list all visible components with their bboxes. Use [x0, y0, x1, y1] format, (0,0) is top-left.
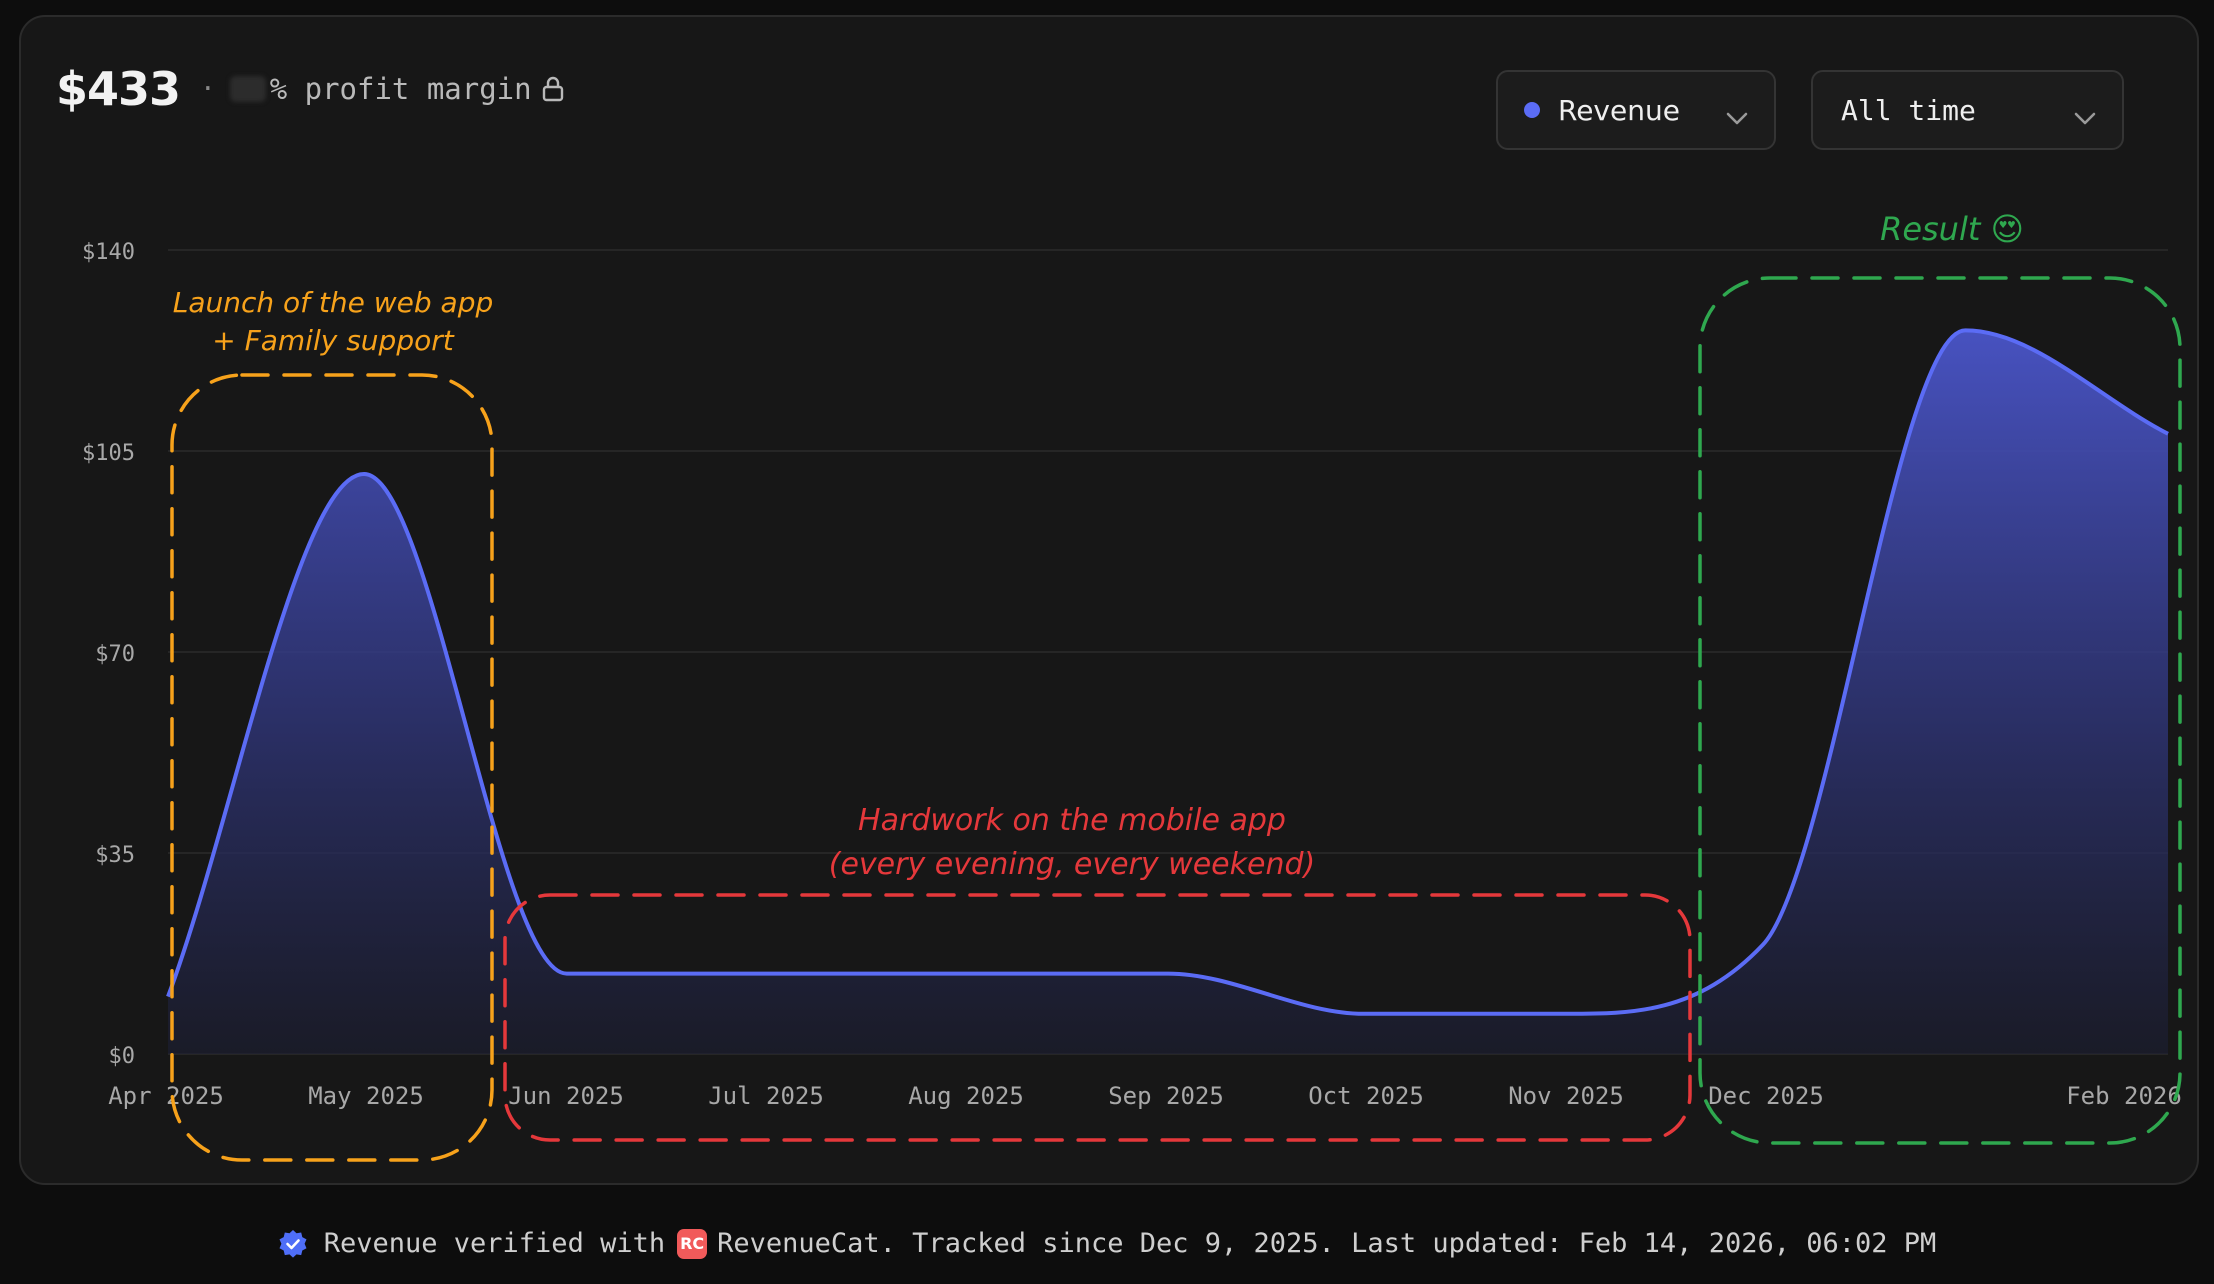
- revenue-area: [168, 330, 2168, 1054]
- x-tick-label: Nov 2025: [1508, 1082, 1624, 1110]
- tracked-text: Tracked since Dec 9, 2025. Last updated:…: [895, 1228, 1937, 1259]
- annotation-box: [503, 893, 1692, 1142]
- range-dropdown[interactable]: All time: [1811, 70, 2124, 150]
- chevron-down-icon: [1726, 100, 1748, 133]
- profit-margin-label: % profit margin: [269, 72, 532, 106]
- x-tick-label: Feb 2026: [2066, 1082, 2182, 1110]
- annotation-box: [170, 373, 494, 1162]
- x-tick-label: Sep 2025: [1108, 1082, 1224, 1110]
- blurred-margin-value: [229, 76, 266, 102]
- chevron-down-icon: [2074, 100, 2096, 133]
- y-tick-label: $105: [82, 441, 135, 466]
- metric-dropdown-label: Revenue: [1558, 93, 1680, 127]
- revenue-line: [166, 328, 2169, 1016]
- annotation-label: Launch of the web app: [173, 286, 494, 319]
- x-tick-label: Jul 2025: [708, 1082, 824, 1110]
- headline: $433 · % profit margin: [56, 62, 564, 116]
- x-tick-label: Oct 2025: [1308, 1082, 1424, 1110]
- y-tick-label: $70: [95, 642, 135, 667]
- annotation-box: [1698, 276, 2182, 1145]
- verified-badge-icon: [278, 1229, 308, 1259]
- verified-text: Revenue verified with: [323, 1228, 666, 1259]
- x-tick-label: Apr 2025: [108, 1082, 224, 1110]
- range-dropdown-label: All time: [1841, 93, 1976, 127]
- separator-dot: ·: [200, 74, 216, 104]
- footer: Revenue verified with RC RevenueCat. Tra…: [0, 1228, 2214, 1259]
- revenue-chart: $0 $35 $70 $105 $140 Apr 2025 May 2025 Jun 202…: [82, 210, 2182, 1162]
- revenue-dot-icon: [1524, 102, 1540, 118]
- revenue-amount: $433: [56, 62, 181, 116]
- revenuecat-logo-icon: RC: [677, 1228, 708, 1259]
- x-tick-label: Aug 2025: [908, 1082, 1024, 1110]
- x-tick-label: Dec 2025: [1708, 1082, 1824, 1110]
- revenuecat-link[interactable]: RevenueCat.: [717, 1228, 896, 1259]
- annotation-label: + Family support: [212, 324, 454, 357]
- y-tick-label: $0: [109, 1044, 136, 1069]
- x-tick-label: May 2025: [308, 1082, 424, 1110]
- annotation-label: Hardwork on the mobile app: [858, 803, 1286, 838]
- lock-icon: [542, 76, 564, 102]
- y-tick-label: $140: [82, 240, 135, 265]
- metric-dropdown[interactable]: Revenue: [1496, 70, 1776, 150]
- annotation-label: (every evening, every weekend): [829, 847, 1315, 882]
- x-tick-label: Jun 2025: [508, 1082, 624, 1110]
- y-tick-label: $35: [95, 843, 135, 868]
- annotation-label: Result 😍: [1880, 210, 2024, 248]
